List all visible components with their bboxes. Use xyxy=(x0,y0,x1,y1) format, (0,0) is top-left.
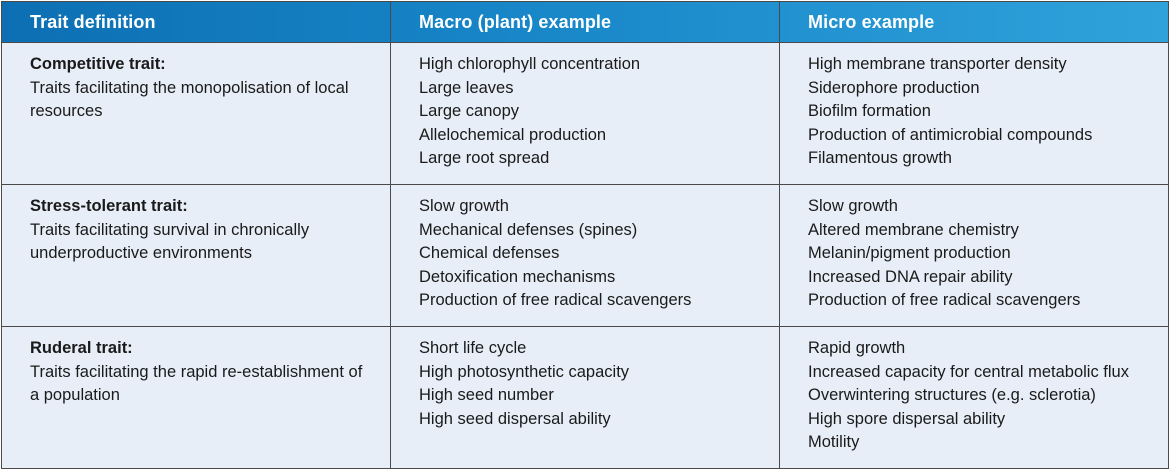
macro-example-item: High chlorophyll concentration xyxy=(419,55,641,73)
macro-example-item: High seed number xyxy=(419,386,554,405)
macro-example-item: Large root spread xyxy=(419,149,550,168)
table-header: Trait definition Macro (plant) example M… xyxy=(2,2,1168,43)
header-micro-example: Micro example xyxy=(808,12,935,32)
trait-description: Traits facilitating survival in chronica… xyxy=(30,220,310,263)
header-trait-definition: Trait definition xyxy=(2,2,391,42)
table-row-ruderal: Ruderal trait: Traits facilitating the r… xyxy=(2,327,1168,469)
macro-example-cell: Short life cycle High photosynthetic cap… xyxy=(391,327,780,469)
micro-example-item: Production of free radical scavengers xyxy=(808,291,1081,310)
trait-title: Competitive trait: xyxy=(30,55,166,73)
macro-example-item: Chemical defenses xyxy=(419,244,560,263)
micro-example-cell: Slow growth Altered membrane chemistry M… xyxy=(780,185,1168,326)
micro-example-item: Motility xyxy=(808,433,860,452)
macro-example-item: Allelochemical production xyxy=(419,125,607,144)
micro-example-item: Filamentous growth xyxy=(808,149,952,168)
macro-example-item: Large canopy xyxy=(419,102,519,121)
micro-example-item: High membrane transporter density xyxy=(808,55,1067,73)
macro-example-item: High photosynthetic capacity xyxy=(419,362,630,381)
micro-example-item: Increased DNA repair ability xyxy=(808,267,1013,286)
macro-example-cell: Slow growth Mechanical defenses (spines)… xyxy=(391,185,780,326)
trait-title: Stress-tolerant trait: xyxy=(30,197,188,215)
micro-example-item: Overwintering structures (e.g. sclerotia… xyxy=(808,386,1096,405)
micro-example-cell: Rapid growth Increased capacity for cent… xyxy=(780,327,1168,469)
micro-example-item: Biofilm formation xyxy=(808,102,931,121)
trait-definition-cell: Competitive trait: Traits facilitating t… xyxy=(2,43,391,184)
table-row-stress-tolerant: Stress-tolerant trait: Traits facilitati… xyxy=(2,185,1168,327)
micro-example-item: Rapid growth xyxy=(808,339,906,357)
macro-example-item: Detoxification mechanisms xyxy=(419,267,616,286)
table-row-competitive: Competitive trait: Traits facilitating t… xyxy=(2,43,1168,185)
macro-example-item: Mechanical defenses (spines) xyxy=(419,220,638,239)
micro-example-item: Increased capacity for central metabolic… xyxy=(808,362,1129,381)
micro-example-item: Production of antimicrobial compounds xyxy=(808,125,1093,144)
macro-example-item: Production of free radical scavengers xyxy=(419,291,692,310)
trait-description: Traits facilitating the rapid re-establi… xyxy=(30,362,363,405)
micro-example-item: Melanin/pigment production xyxy=(808,244,1011,263)
trait-title: Ruderal trait: xyxy=(30,339,133,357)
micro-example-item: High spore dispersal ability xyxy=(808,409,1006,428)
header-macro-example: Macro (plant) example xyxy=(391,2,780,42)
trait-definition-cell: Stress-tolerant trait: Traits facilitati… xyxy=(2,185,391,326)
micro-example-cell: High membrane transporter density Sidero… xyxy=(780,43,1168,184)
micro-example-item: Siderophore production xyxy=(808,78,980,97)
trait-definition-cell: Ruderal trait: Traits facilitating the r… xyxy=(2,327,391,469)
trait-description: Traits facilitating the monopolisation o… xyxy=(30,78,349,121)
macro-example-item: High seed dispersal ability xyxy=(419,409,611,428)
macro-example-item: Slow growth xyxy=(419,197,509,215)
macro-example-item: Large leaves xyxy=(419,78,514,97)
macro-example-item: Short life cycle xyxy=(419,339,527,357)
micro-example-item: Altered membrane chemistry xyxy=(808,220,1019,239)
micro-example-item: Slow growth xyxy=(808,197,898,215)
macro-example-cell: High chlorophyll concentration Large lea… xyxy=(391,43,780,184)
